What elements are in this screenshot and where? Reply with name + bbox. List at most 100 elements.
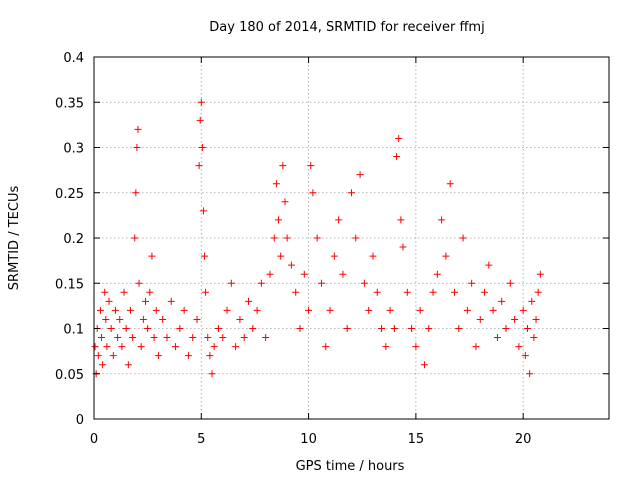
data-point — [159, 315, 167, 323]
data-point — [120, 288, 128, 296]
axis-ticks: 0 0.05 0.1 0.15 0.2 0.25 0.3 0.35 0.4 0 5 10 15 20 — [55, 51, 609, 447]
data-point — [300, 270, 308, 278]
data-point — [459, 234, 467, 242]
data-point — [214, 325, 222, 332]
data-point — [393, 153, 401, 161]
x-tick-label: 15 — [408, 432, 425, 447]
data-point — [152, 306, 160, 314]
data-point — [322, 343, 330, 351]
data-point — [451, 288, 458, 296]
data-point — [204, 334, 212, 342]
data-point — [335, 216, 343, 224]
data-point — [201, 252, 209, 260]
data-point — [420, 361, 428, 369]
y-tick-label: 0.35 — [55, 96, 84, 111]
data-point — [163, 334, 171, 342]
data-point — [287, 261, 295, 269]
data-point — [270, 234, 278, 242]
data-point — [167, 297, 175, 305]
data-point — [96, 306, 104, 314]
data-point — [91, 343, 99, 351]
data-point — [416, 306, 424, 314]
data-point — [103, 343, 111, 351]
data-point — [489, 306, 497, 314]
data-point — [249, 325, 257, 332]
data-point — [135, 279, 143, 287]
y-tick-label: 0.05 — [55, 368, 84, 383]
x-axis-label: GPS time / hours — [296, 459, 405, 474]
data-point — [206, 352, 214, 360]
data-point — [272, 180, 280, 188]
data-point — [111, 306, 119, 314]
data-point — [262, 334, 270, 342]
data-point — [515, 343, 523, 351]
data-point — [227, 279, 235, 287]
data-point — [429, 288, 437, 296]
data-point — [506, 279, 514, 287]
data-point — [279, 162, 287, 170]
y-tick-label: 0 — [76, 413, 84, 428]
data-point — [184, 352, 192, 360]
data-point — [536, 270, 544, 278]
data-point — [253, 306, 261, 314]
data-point — [277, 252, 285, 260]
data-point — [266, 270, 274, 278]
data-point — [132, 189, 140, 197]
data-point — [378, 325, 386, 332]
data-point — [219, 334, 227, 342]
x-tick-label: 0 — [90, 432, 98, 447]
data-point — [330, 252, 338, 260]
data-point — [245, 297, 252, 305]
data-point — [313, 234, 321, 242]
data-points — [91, 98, 544, 378]
data-point — [530, 334, 538, 342]
data-point — [472, 343, 480, 351]
data-point — [150, 334, 158, 342]
data-point — [198, 144, 206, 151]
data-point — [232, 343, 240, 351]
data-point — [196, 116, 204, 124]
data-point — [109, 352, 117, 360]
y-tick-label: 0.4 — [63, 51, 84, 66]
data-point — [134, 125, 142, 133]
data-point — [275, 216, 283, 224]
y-tick-label: 0.2 — [63, 232, 84, 247]
data-point — [202, 288, 210, 296]
x-tick-label: 20 — [515, 432, 532, 447]
data-point — [208, 370, 216, 378]
grid-lines — [94, 57, 609, 419]
data-point — [386, 306, 394, 314]
data-point — [144, 325, 152, 332]
data-point — [526, 370, 534, 378]
data-point — [98, 334, 106, 342]
data-point — [317, 279, 325, 287]
y-tick-label: 0.25 — [55, 187, 84, 202]
data-point — [126, 306, 134, 314]
data-point — [481, 288, 489, 296]
data-point — [99, 361, 107, 369]
data-point — [468, 279, 476, 287]
data-point — [425, 325, 433, 332]
data-point — [197, 98, 205, 106]
data-point — [498, 297, 506, 305]
data-point — [397, 216, 405, 224]
y-tick-label: 0.3 — [63, 142, 84, 157]
chart-title: Day 180 of 2014, SRMTID for receiver ffm… — [209, 20, 484, 35]
data-point — [455, 325, 463, 332]
data-point — [131, 234, 139, 242]
data-point — [305, 306, 313, 314]
y-tick-label: 0.1 — [63, 323, 84, 338]
data-point — [189, 334, 197, 342]
data-point — [309, 189, 317, 197]
data-point — [348, 189, 355, 197]
data-point — [102, 315, 110, 323]
data-point — [476, 315, 484, 323]
data-point — [523, 325, 531, 332]
data-point — [146, 288, 154, 296]
data-point — [403, 288, 411, 296]
data-point — [105, 297, 113, 305]
data-point — [107, 325, 115, 332]
data-point — [511, 315, 519, 323]
data-point — [154, 352, 162, 360]
